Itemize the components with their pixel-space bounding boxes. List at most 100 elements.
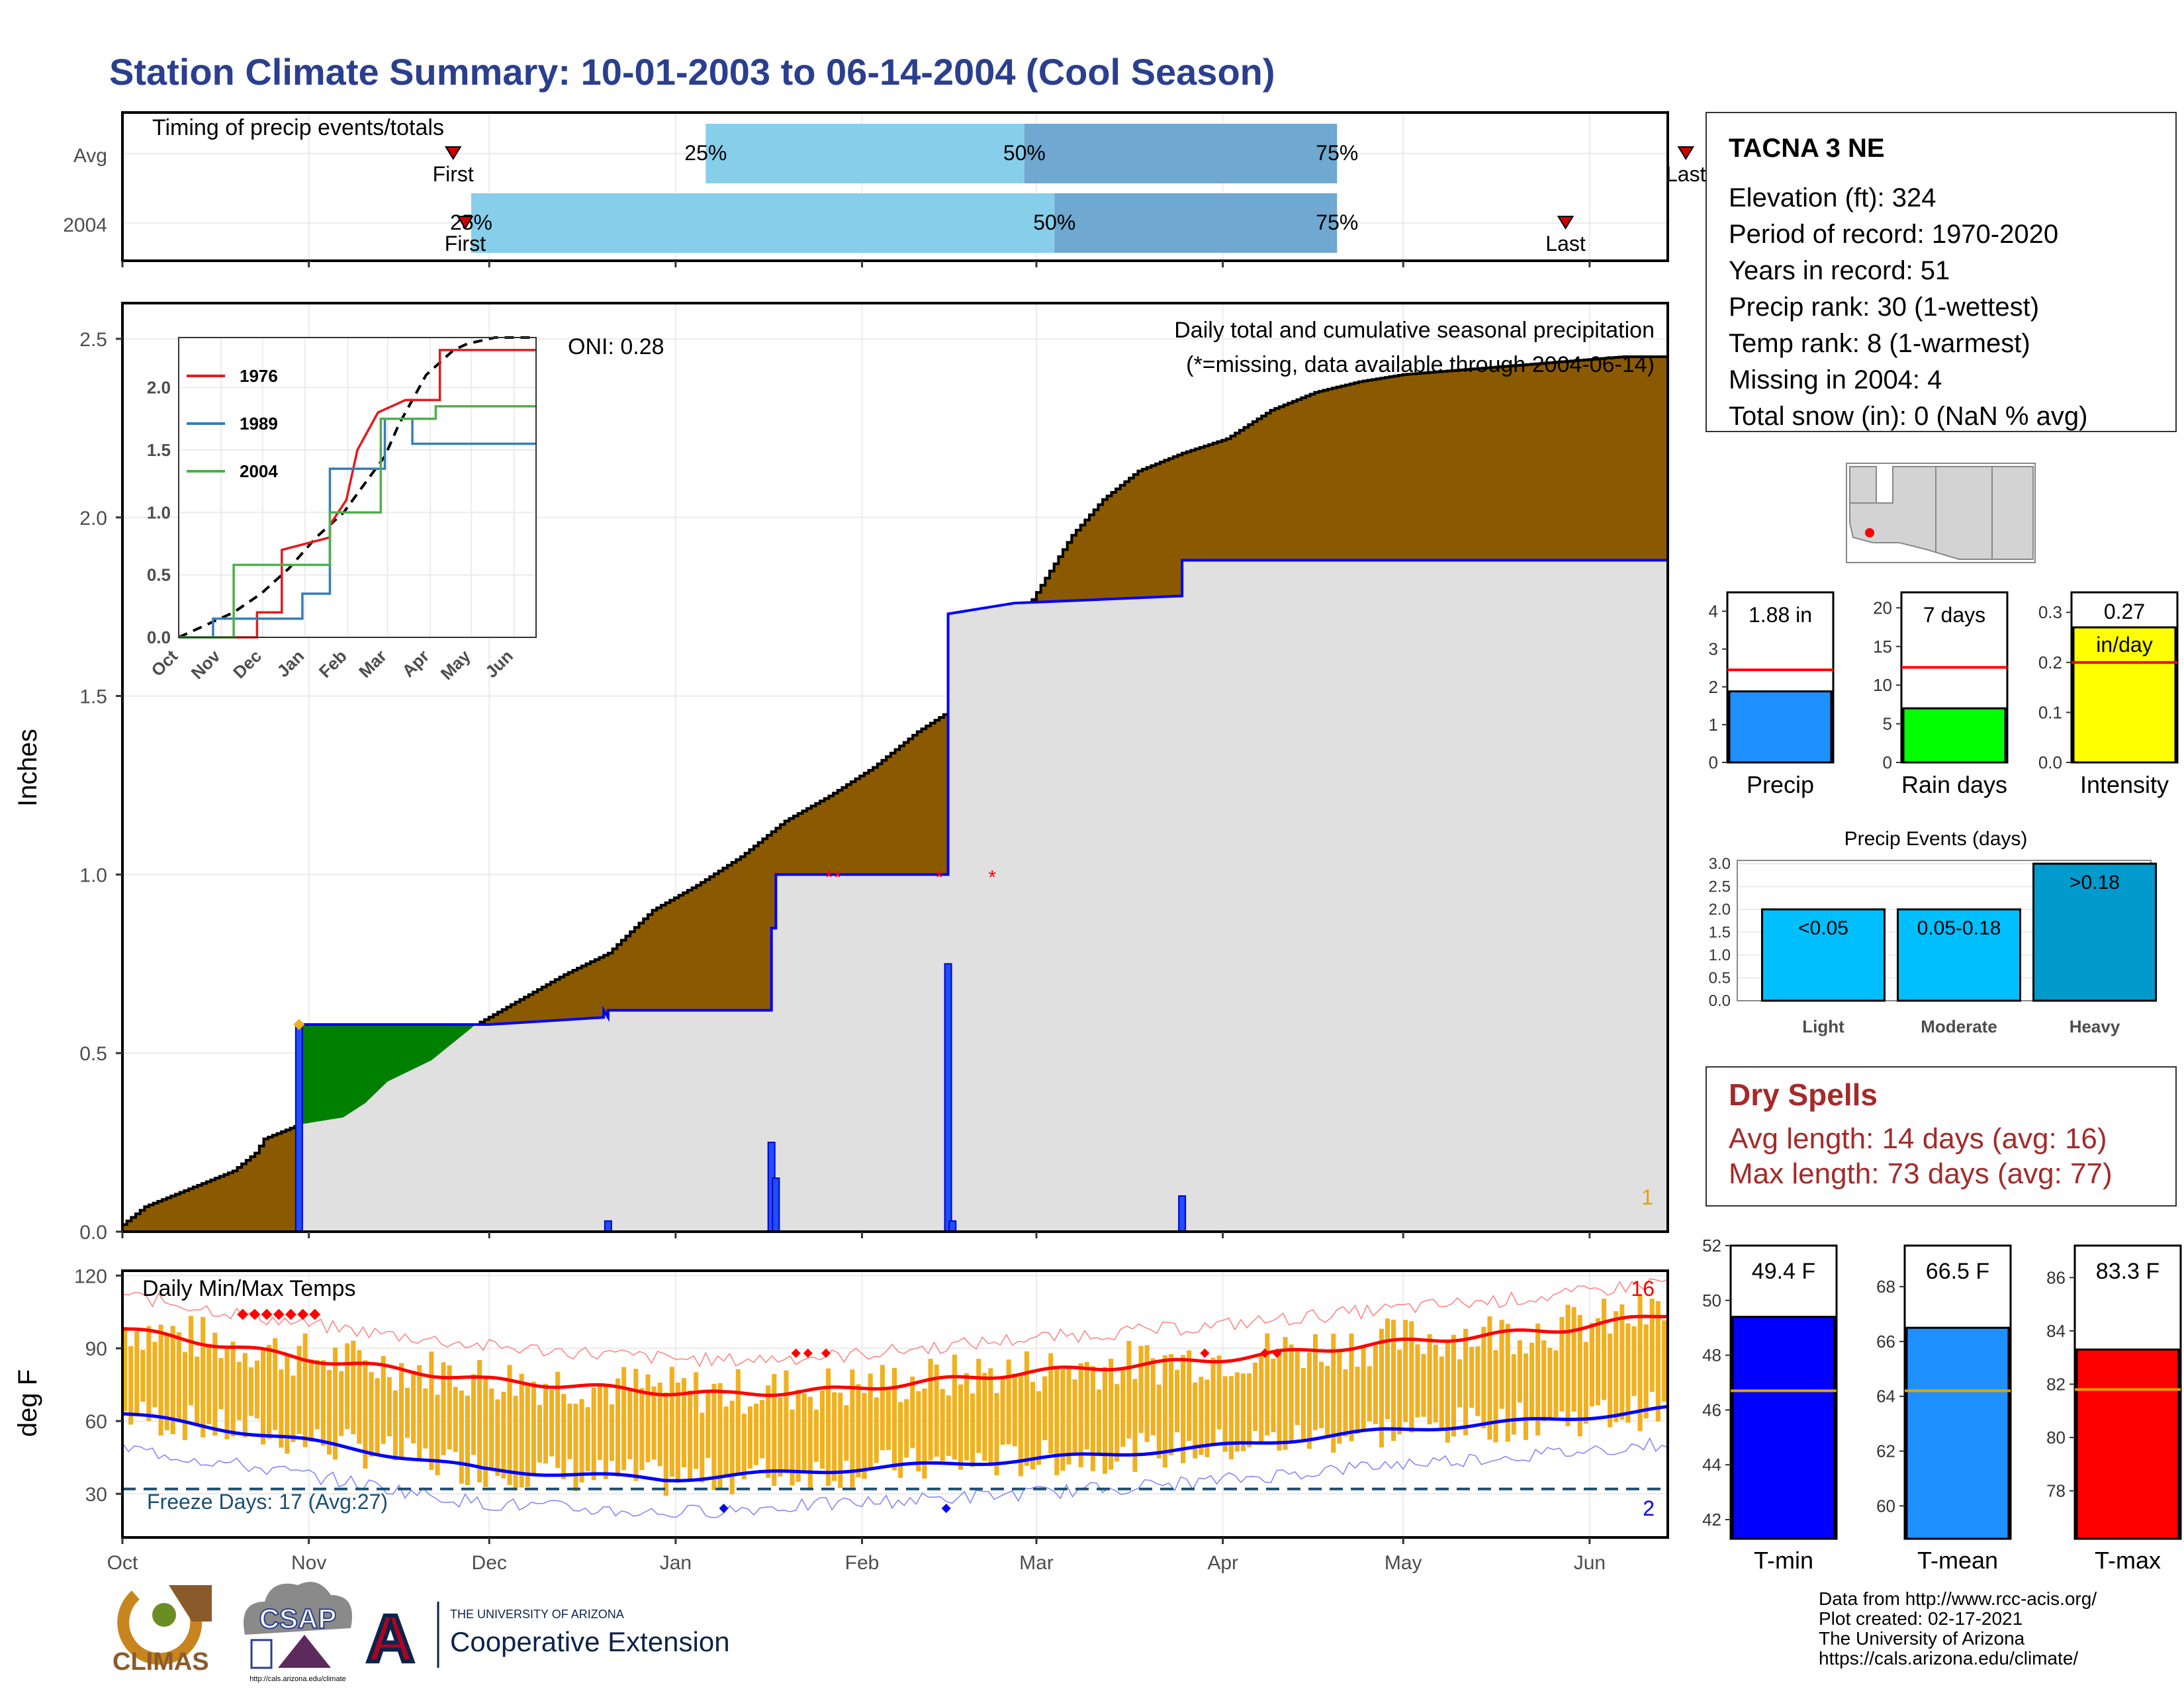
timing-frame (121, 111, 1669, 262)
timing-label-50: 50% (1033, 210, 1075, 234)
stat-bar-tick-label: 0.0 (2038, 753, 2062, 772)
events-category-label: Moderate (1921, 1017, 1997, 1036)
tmean-bar-label: T-mean (1917, 1547, 1998, 1574)
average-max-line (122, 1314, 1668, 1397)
temp-day-bar (417, 1365, 422, 1461)
dry-spells-title: Dry Spells (1729, 1077, 1878, 1112)
temp-day-bar (694, 1372, 699, 1469)
temp-day-bar (850, 1369, 855, 1488)
temp-day-bar (868, 1373, 873, 1469)
inset-y-tick-label: 1.0 (147, 502, 171, 522)
temp-day-bar (700, 1412, 705, 1483)
temp-day-bar (1565, 1304, 1570, 1426)
temp-day-bar (1144, 1345, 1150, 1442)
temp-day-bar (1511, 1354, 1516, 1435)
temp-day-bar (291, 1375, 296, 1442)
events-bar-label: >0.18 (2070, 872, 2120, 893)
temp-x-ticks: Oct Nov Dec Jan Feb Mar Apr May Jun (107, 1537, 1606, 1574)
dry-spells-max: Max length: 73 days (avg: 77) (1729, 1158, 2113, 1190)
record-high-marker (249, 1308, 261, 1320)
record-high-marker (309, 1308, 321, 1320)
dry-spells-avg: Avg length: 14 days (avg: 16) (1729, 1122, 2107, 1155)
temp-day-bar (170, 1326, 175, 1434)
temp-day-bar (1012, 1373, 1017, 1447)
temp-day-bar (507, 1365, 512, 1485)
station-info-frame (1706, 112, 2177, 432)
temp-x-tick-label: Dec (472, 1552, 507, 1574)
timing-row-label-2004: 2004 (63, 214, 107, 236)
temp-day-bar (1619, 1304, 1625, 1420)
temp-day-bar (1319, 1361, 1324, 1428)
events-y-tick-label: 0.5 (1709, 970, 1731, 987)
temp-day-bar (1096, 1389, 1101, 1456)
temp-day-bar (459, 1391, 464, 1484)
temp-range-bars (122, 1294, 1666, 1496)
temp-day-bar (254, 1360, 259, 1419)
temp-day-bar (1162, 1355, 1167, 1468)
temp-day-bar (639, 1388, 645, 1471)
temp-day-bar (1306, 1352, 1312, 1449)
record-low-marker (941, 1503, 951, 1514)
temp-x-tick-label: Nov (291, 1552, 326, 1574)
timing-event-label: First (445, 232, 486, 255)
temp-day-bar (988, 1368, 993, 1467)
temp-day-bar (537, 1404, 542, 1463)
temp-day-bar (188, 1316, 194, 1406)
timing-label-25: 25% (450, 210, 492, 234)
temp-day-bar (1090, 1366, 1095, 1471)
temp-day-bar (585, 1407, 590, 1471)
footer-line-created: Plot created: 02-17-2021 (1819, 1608, 2023, 1629)
temp-day-bar (260, 1350, 266, 1445)
temp-day-bar (1132, 1379, 1138, 1472)
temp-day-bar (1529, 1342, 1535, 1419)
timing-bar-25-50 (705, 124, 1024, 183)
temp-y-label: deg F (13, 1369, 42, 1437)
climas-logo-dot (152, 1603, 176, 1627)
temp-day-bar (1289, 1344, 1294, 1443)
station-line-precip-rank: Precip rank: 30 (1-wettest) (1729, 293, 2039, 322)
temp-day-bar (1547, 1348, 1553, 1420)
temp-day-bar (633, 1369, 639, 1481)
temp-day-bar (320, 1360, 326, 1446)
stat-bar-value (1902, 707, 2007, 764)
temp-day-bar (946, 1395, 951, 1456)
temp-day-bar (772, 1374, 777, 1486)
temp-day-bar (1187, 1350, 1192, 1441)
temp-day-bar (796, 1389, 801, 1482)
temp-day-bar (242, 1353, 248, 1438)
timing-label-75: 75% (1316, 210, 1358, 234)
temp-day-bar (669, 1367, 674, 1477)
temp-day-bar (1481, 1326, 1486, 1429)
temp-day-bar (398, 1363, 404, 1459)
temp-day-bar (369, 1372, 374, 1457)
climas-logo-arc (117, 1590, 203, 1665)
timing-label-75: 75% (1316, 141, 1358, 165)
temp-day-bar (1391, 1319, 1396, 1441)
temp-bar-tick-label: 86 (2046, 1267, 2066, 1287)
temp-day-bar (1637, 1294, 1643, 1432)
inset-average-line (178, 336, 536, 639)
events-title: Precip Events (days) (1844, 828, 2028, 850)
temp-day-bar (1583, 1342, 1588, 1424)
oni-value: ONI: 0.28 (568, 334, 664, 359)
temp-day-bar (1259, 1355, 1264, 1442)
temp-day-bar (711, 1383, 717, 1490)
temp-day-bar (579, 1398, 584, 1483)
temp-day-bar (1312, 1334, 1318, 1430)
temp-day-bar (1030, 1382, 1036, 1470)
temp-day-bar (1205, 1379, 1210, 1457)
temp-day-bar (717, 1383, 723, 1490)
temp-day-bar (1060, 1369, 1066, 1471)
events-y-tick-label: 2.5 (1709, 878, 1731, 896)
temp-day-bar (1277, 1353, 1282, 1451)
station-line-years: Years in record: 51 (1729, 256, 1950, 285)
temp-day-bar (1018, 1373, 1023, 1477)
inset-x-tick-label: Oct (147, 646, 181, 680)
temp-x-tick-label: Jan (660, 1552, 692, 1574)
temp-day-bar (784, 1370, 789, 1471)
temp-day-bar (447, 1365, 452, 1449)
ua-letter-logo: A (367, 1602, 414, 1676)
temp-day-bar (904, 1399, 909, 1458)
record-high-marker (791, 1348, 801, 1358)
inset-x-tick-label: Feb (315, 646, 351, 682)
